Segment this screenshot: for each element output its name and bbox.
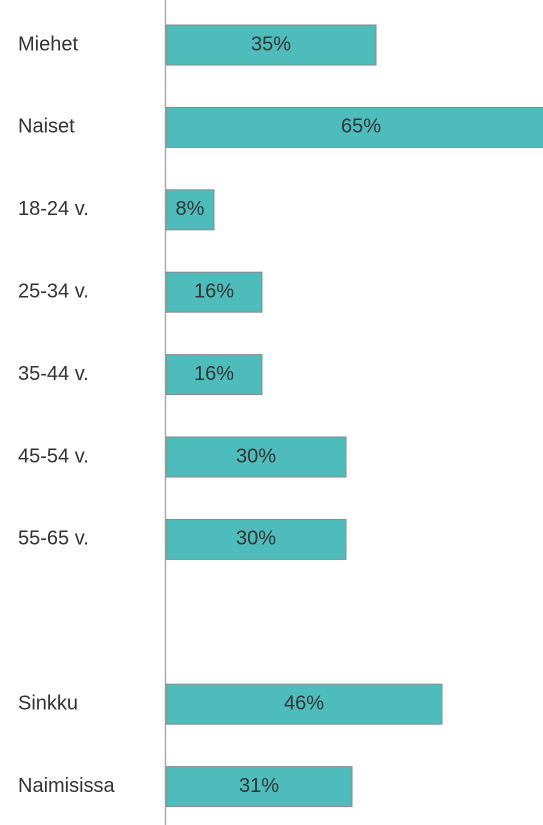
data-label: 30% (236, 528, 276, 550)
category-label: Miehet (18, 33, 78, 55)
data-label: 30% (236, 445, 276, 467)
data-label: 16% (194, 280, 234, 302)
bar (165, 271, 263, 313)
category-label: 45-54 v. (18, 445, 89, 467)
data-label: 35% (251, 33, 291, 55)
category-label: 55-65 v. (18, 528, 89, 550)
bar (165, 106, 543, 148)
bar (165, 683, 443, 725)
bar (165, 189, 215, 231)
data-label: 65% (341, 116, 381, 138)
data-label: 31% (239, 775, 279, 797)
bar (165, 766, 353, 808)
data-label: 46% (284, 692, 324, 714)
bar (165, 354, 263, 396)
category-label: 25-34 v. (18, 280, 89, 302)
category-label: Naiset (18, 116, 75, 138)
category-label: Sinkku (18, 692, 78, 714)
bar (165, 436, 347, 478)
category-label: 18-24 v. (18, 198, 89, 220)
data-label: 16% (194, 363, 234, 385)
category-label: Naimisissa (18, 775, 116, 797)
bar (165, 24, 377, 66)
bar (165, 518, 347, 560)
category-label: 35-44 v. (18, 363, 89, 385)
data-label: 8% (176, 198, 205, 220)
